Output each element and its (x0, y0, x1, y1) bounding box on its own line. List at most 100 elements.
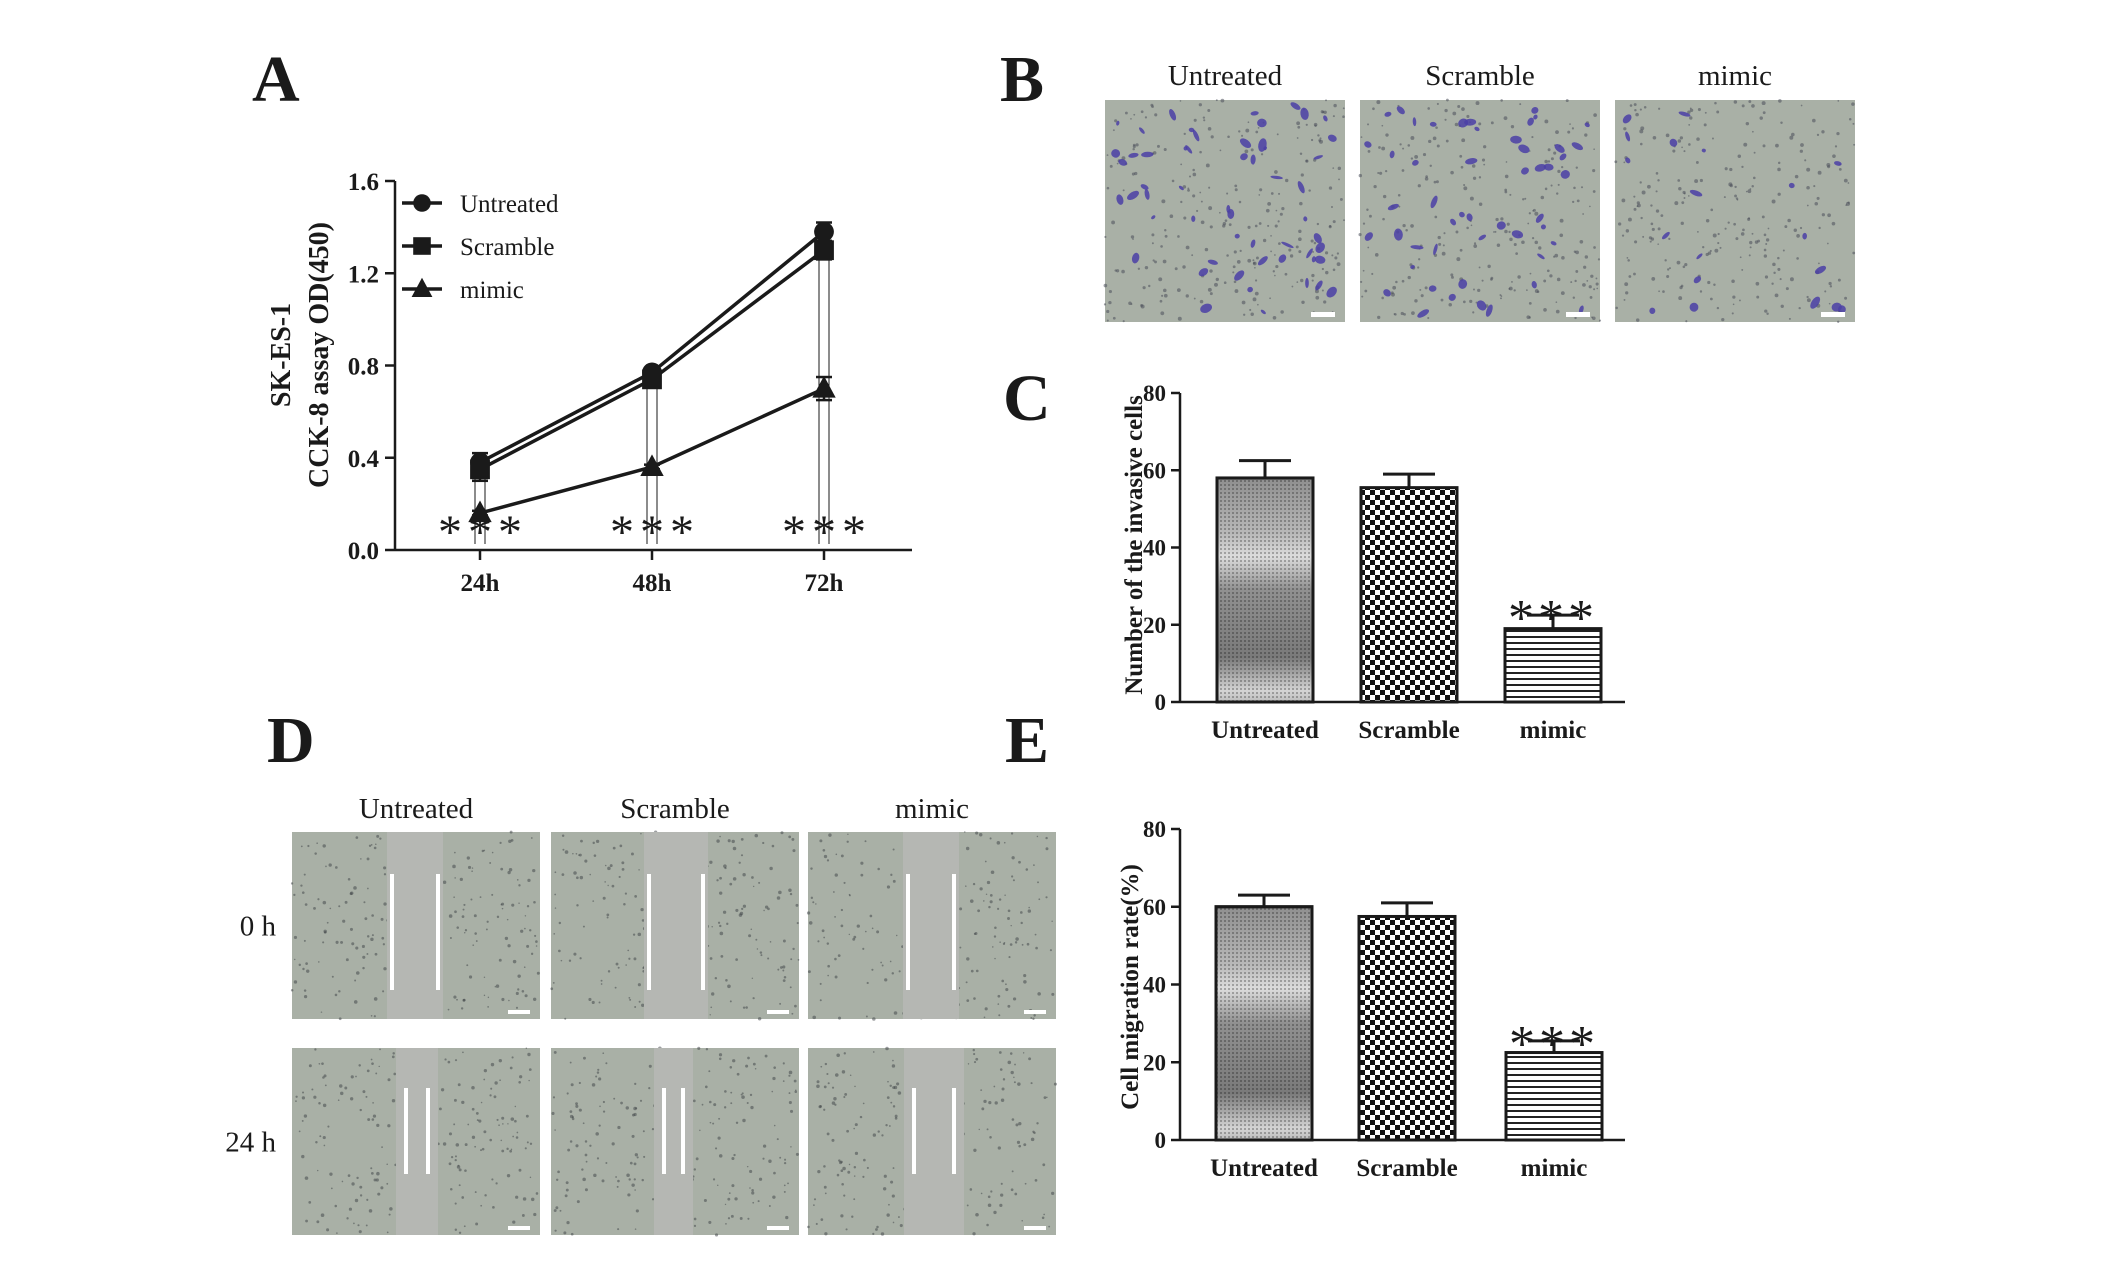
wound-speckle (338, 905, 341, 908)
micrograph-speckle (1414, 299, 1418, 303)
wound-speckle (1007, 909, 1011, 913)
micrograph-speckle (1743, 142, 1748, 147)
wound-speckle (564, 850, 569, 854)
wound-speckle (315, 1140, 318, 1144)
wound-edge-line (952, 1088, 956, 1174)
micrograph-speckle (1791, 132, 1795, 137)
panel-c-bar (1359, 486, 1459, 704)
micrograph-speckle (1636, 205, 1639, 208)
micrograph-speckle (1749, 240, 1753, 245)
wound-speckle (854, 1085, 856, 1088)
wound-speckle (487, 1006, 489, 1008)
micrograph-speckle (1378, 146, 1381, 149)
wound-speckle (495, 1182, 498, 1185)
micrograph-speckle (1470, 224, 1473, 227)
wound-speckle (782, 979, 786, 983)
wound-speckle (391, 1055, 395, 1059)
wound-speckle (360, 858, 362, 860)
wound-speckle (824, 1192, 827, 1195)
micrograph-speckle (1818, 226, 1821, 230)
wound-speckle (301, 1154, 305, 1159)
micrograph-speckle (1652, 135, 1657, 140)
wound-speckle (695, 1157, 699, 1161)
wound-speckle (458, 1168, 462, 1172)
wound-speckle (392, 1052, 395, 1055)
wound-speckle (778, 890, 782, 895)
wound-speckle (494, 986, 497, 988)
micrograph-speckle (1422, 152, 1427, 157)
micrograph-speckle (1504, 174, 1509, 179)
micrograph-speckle (1672, 149, 1676, 153)
micrograph-speckle (1187, 187, 1190, 190)
panel-a-point (470, 459, 490, 480)
micrograph-speckle (1360, 280, 1363, 284)
wound-speckle (826, 942, 830, 945)
wound-speckle (983, 1016, 986, 1019)
micrograph-speckle (1688, 123, 1691, 126)
wound-speckle (625, 964, 627, 966)
wound-speckle (849, 1074, 852, 1077)
wound-speckle (340, 1091, 344, 1096)
wound-speckle (1011, 875, 1014, 878)
wound-speckle (816, 1080, 820, 1084)
micrograph-speckle (1252, 259, 1255, 262)
wound-speckle (1030, 1137, 1035, 1142)
panel-letter-b: B (1000, 43, 1044, 116)
wound-speckle (448, 1162, 452, 1166)
stained-cell (1315, 280, 1323, 291)
micrograph-speckle (1684, 262, 1688, 267)
wound-speckle (719, 891, 723, 895)
wound-speckle (779, 1156, 782, 1159)
wound-speckle (625, 1106, 629, 1110)
micrograph-speckle (1595, 282, 1599, 286)
wound-speckle (727, 1217, 731, 1220)
wound-speckle (627, 949, 630, 952)
wound-speckle (1019, 911, 1023, 914)
micrograph-speckle (1665, 133, 1670, 138)
wound-speckle (693, 1168, 696, 1171)
wound-speckle (973, 1052, 976, 1056)
wound-speckle (589, 873, 591, 876)
wound-speckle (840, 1214, 844, 1218)
panel-a-xtick-label: 72h (805, 570, 844, 597)
wound-speckle (764, 1054, 768, 1058)
wound-speckle (1021, 1219, 1023, 1222)
wound-speckle (512, 959, 517, 964)
micrograph-speckle (1241, 300, 1246, 305)
wound-speckle (320, 1011, 323, 1013)
micrograph-speckle (1187, 188, 1190, 192)
wound-speckle (578, 854, 580, 856)
micrograph-speckle (1331, 254, 1334, 257)
wound-speckle (996, 841, 1001, 845)
wound-speckle (526, 944, 530, 948)
micrograph-speckle (1817, 170, 1822, 175)
wound-speckle (734, 1197, 738, 1201)
wound-speckle (1001, 979, 1005, 983)
wound-speckle (525, 1114, 529, 1118)
micrograph-speckle (1362, 269, 1365, 272)
stained-cell (1678, 111, 1691, 117)
wound-speckle (994, 926, 997, 930)
wound-speckle (892, 1167, 895, 1169)
wound-speckle (1028, 1057, 1032, 1061)
micrograph-speckle (1361, 295, 1364, 298)
wound-speckle (496, 915, 500, 919)
wound-speckle (862, 1175, 865, 1178)
micrograph-speckle (1667, 268, 1670, 271)
micrograph-speckle (1852, 122, 1855, 125)
wound-speckle (993, 1085, 996, 1088)
wound-speckle (837, 954, 841, 957)
micrograph-speckle (1180, 200, 1183, 204)
micrograph-speckle (1481, 279, 1484, 282)
wound-speckle (481, 1147, 485, 1151)
panel-e-ylabel: Cell migration rate(%) (1117, 864, 1144, 1110)
stained-cell (1831, 302, 1842, 312)
wound-speckle (468, 975, 473, 979)
panel-c-xtick-label: Untreated (1211, 717, 1319, 744)
micrograph-speckle (1697, 108, 1701, 112)
wound-speckle (354, 1198, 359, 1203)
panel-a-point (468, 500, 492, 523)
wound-speckle (894, 1117, 898, 1120)
micrograph-speckle (1724, 167, 1728, 171)
